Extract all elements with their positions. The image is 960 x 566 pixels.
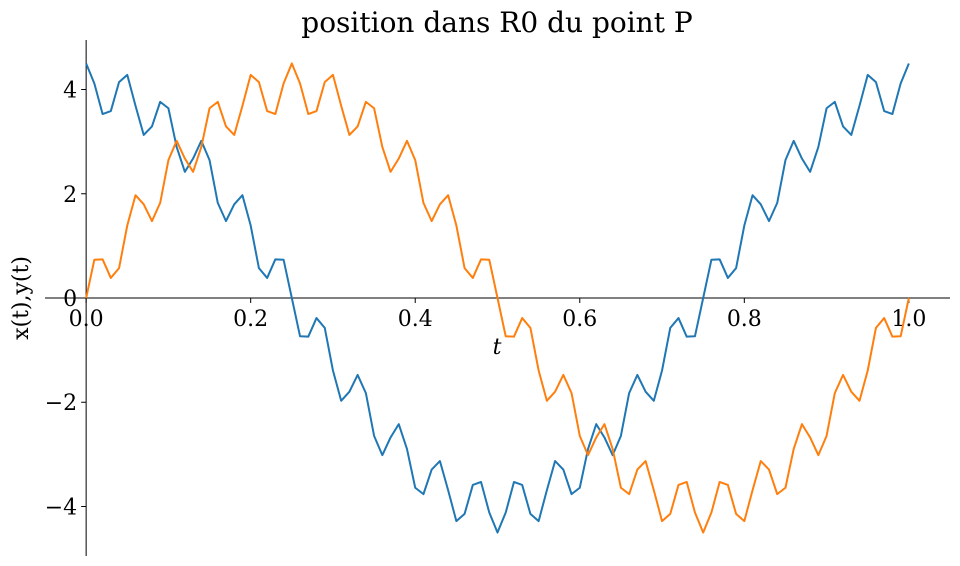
y-tick-label: 2	[63, 183, 77, 208]
chart-title: position dans R0 du point P	[301, 6, 692, 39]
x-tick-label: 0.8	[727, 307, 762, 332]
x-tick-label: 0.0	[69, 307, 104, 332]
y-tick-label: −2	[45, 391, 77, 416]
line-series	[85, 63, 910, 534]
x-tick-label: 1.0	[891, 307, 926, 332]
y-axis-label: x(t),y(t)	[9, 256, 34, 340]
y-tick-label: 4	[63, 79, 77, 104]
y-tick-label: −4	[45, 495, 77, 520]
x-tick-label: 0.4	[398, 307, 433, 332]
line-series	[85, 62, 910, 534]
x-tick-label: 0.6	[562, 307, 597, 332]
y-tick-label: 0	[63, 287, 77, 312]
x-axis-label: t	[493, 335, 502, 360]
x-tick-label: 0.2	[233, 307, 268, 332]
